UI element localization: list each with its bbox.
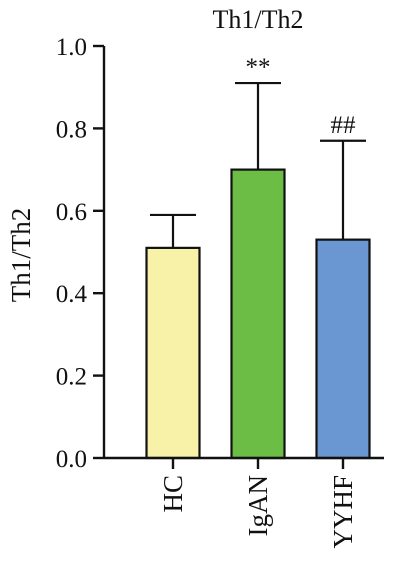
bar-group-yyhf: ## [315,112,371,460]
bars: ** ## [145,54,371,460]
y-tick-label: 0.6 [56,199,87,226]
y-axis-label: Th1/Th2 [6,208,36,303]
significance-label: ## [331,112,357,139]
bar [230,168,286,460]
y-tick-label: 0.0 [56,446,87,473]
category-label: HC [158,475,188,513]
x-axis: HC IgAN YYHF [104,456,384,549]
bar-group-hc [145,213,201,460]
bar [145,246,201,460]
y-tick-label: 0.2 [56,364,87,391]
y-axis: 0.0 0.2 0.4 0.6 0.8 1.0 [56,34,106,473]
chart-title: Th1/Th2 [213,5,304,34]
y-tick-label: 0.8 [56,116,87,143]
bar [315,238,371,460]
y-tick-label: 0.4 [56,281,88,308]
category-label: YYHF [328,475,358,549]
category-label: IgAN [243,475,273,537]
y-tick-label: 1.0 [56,34,87,61]
significance-label: ** [246,54,271,81]
bar-group-igan: ** [230,54,286,460]
